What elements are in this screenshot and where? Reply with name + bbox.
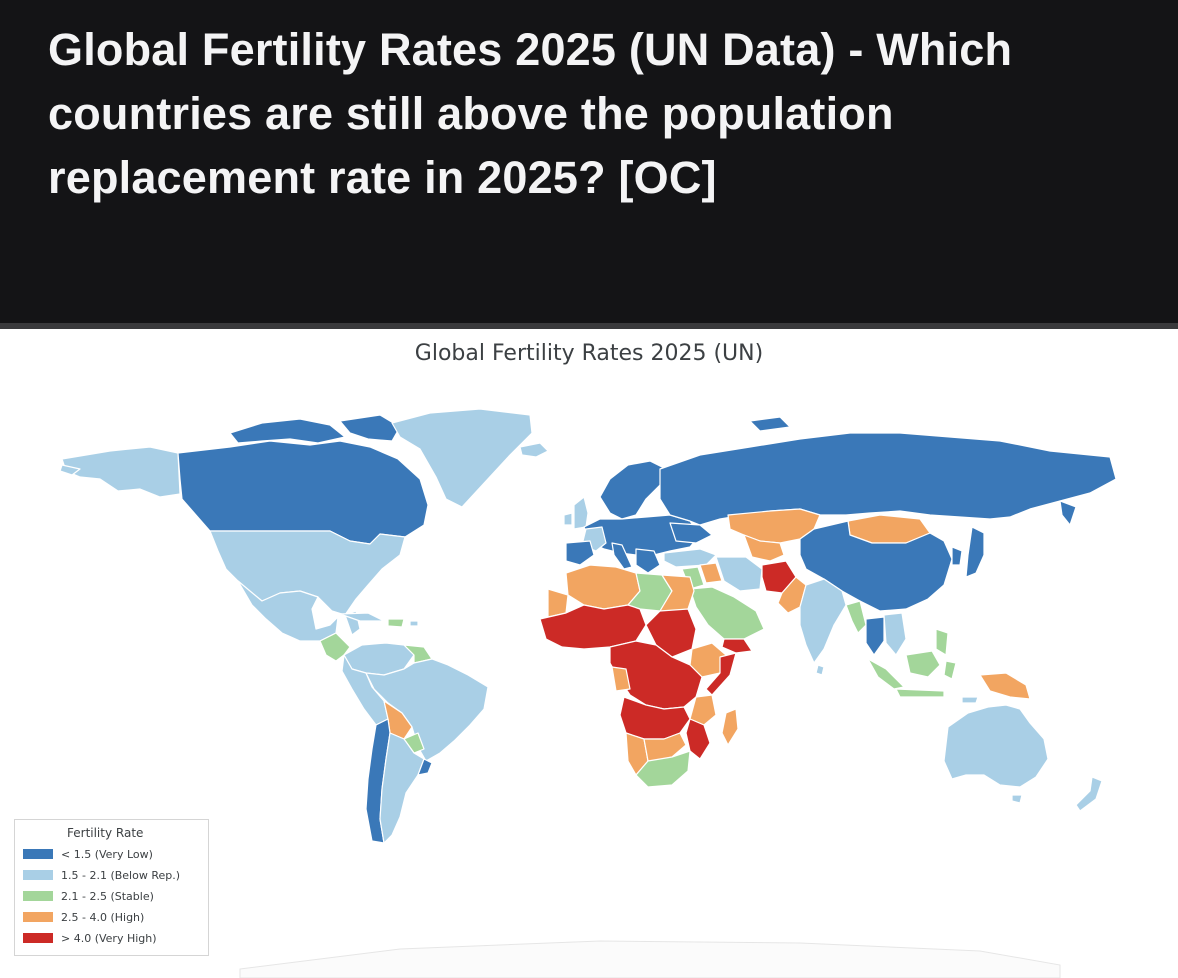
- region-philippines: [935, 628, 949, 656]
- map-legend: Fertility Rate < 1.5 (Very Low) 1.5 - 2.…: [14, 819, 209, 956]
- legend-swatch-very-high: [23, 933, 53, 943]
- region-antarctica: [239, 940, 1061, 978]
- region-iraq: [699, 562, 723, 584]
- region-indonesia-sumatra: [867, 658, 905, 690]
- region-uruguay: [417, 758, 433, 776]
- region-borneo: [905, 650, 941, 678]
- legend-label-high: 2.5 - 4.0 (High): [61, 910, 145, 924]
- post-header: Global Fertility Rates 2025 (UN Data) - …: [0, 0, 1178, 323]
- region-thailand: [865, 616, 885, 656]
- region-ireland: [563, 512, 573, 526]
- legend-swatch-stable: [23, 891, 53, 901]
- region-aleutians: [59, 464, 81, 476]
- region-arabia: [689, 586, 765, 640]
- region-timor: [961, 696, 979, 704]
- legend-swatch-below-rep: [23, 870, 53, 880]
- region-korea: [951, 546, 963, 566]
- region-japan: [965, 526, 985, 578]
- legend-item-high: 2.5 - 4.0 (High): [23, 909, 144, 925]
- post-title[interactable]: Global Fertility Rates 2025 (UN Data) - …: [48, 24, 1013, 203]
- region-mexico: [237, 580, 339, 642]
- legend-swatch-high: [23, 912, 53, 922]
- region-iran: [715, 556, 763, 592]
- region-alaska: [61, 446, 181, 498]
- legend-label-below-rep: 1.5 - 2.1 (Below Rep.): [61, 868, 181, 882]
- legend-label-stable: 2.1 - 2.5 (Stable): [61, 889, 154, 903]
- region-canada: [177, 440, 429, 545]
- region-sudan: [645, 608, 697, 658]
- legend-item-very-high: > 4.0 (Very High): [23, 930, 157, 946]
- region-sulawesi: [943, 660, 957, 680]
- region-gabon-congo: [611, 666, 631, 692]
- region-italy: [611, 542, 633, 570]
- region-russia: [659, 432, 1117, 526]
- region-myanmar: [845, 600, 867, 634]
- region-vietnam-laos: [883, 612, 907, 656]
- region-central-asia: [743, 534, 785, 562]
- region-russia-north-islands: [749, 416, 791, 432]
- region-ukraine: [669, 522, 713, 544]
- region-madagascar: [721, 708, 739, 746]
- region-east-africa: [689, 694, 717, 726]
- region-canada-arctic: [229, 418, 346, 444]
- legend-item-very-low: < 1.5 (Very Low): [23, 846, 153, 862]
- region-iceland: [519, 442, 549, 458]
- region-new-zealand: [1075, 776, 1103, 812]
- region-cuba: [339, 612, 385, 622]
- legend-item-stable: 2.1 - 2.5 (Stable): [23, 888, 154, 904]
- region-tasmania: [1011, 794, 1023, 804]
- region-balkans: [635, 548, 661, 574]
- region-india: [799, 578, 847, 664]
- region-papua: [979, 672, 1031, 700]
- world-map: [59, 408, 1117, 978]
- legend-label-very-low: < 1.5 (Very Low): [61, 847, 153, 861]
- region-south-africa: [635, 750, 691, 788]
- region-canada-arctic-2: [339, 414, 401, 442]
- map-figure: Global Fertility Rates 2025 (UN): [0, 329, 1178, 978]
- region-greenland: [391, 408, 533, 508]
- region-yemen: [721, 638, 753, 654]
- region-puerto-rico: [409, 620, 419, 627]
- legend-label-very-high: > 4.0 (Very High): [61, 931, 157, 945]
- region-uk: [573, 496, 589, 530]
- region-hispaniola: [387, 618, 405, 628]
- legend-title: Fertility Rate: [67, 826, 144, 840]
- region-argentina: [379, 732, 425, 844]
- region-mozambique: [685, 718, 711, 760]
- region-kamchatka: [1059, 500, 1077, 526]
- region-north-africa-west: [565, 564, 641, 610]
- legend-swatch-very-low: [23, 849, 53, 859]
- map-title: Global Fertility Rates 2025 (UN): [414, 341, 764, 366]
- region-australia: [943, 704, 1049, 788]
- region-indonesia-java: [895, 688, 945, 698]
- region-scandinavia: [599, 460, 667, 520]
- region-sri-lanka: [815, 664, 825, 676]
- legend-item-below-rep: 1.5 - 2.1 (Below Rep.): [23, 867, 180, 883]
- header-divider: [0, 323, 1178, 329]
- region-iberia: [565, 540, 595, 566]
- region-central-america: [319, 632, 351, 662]
